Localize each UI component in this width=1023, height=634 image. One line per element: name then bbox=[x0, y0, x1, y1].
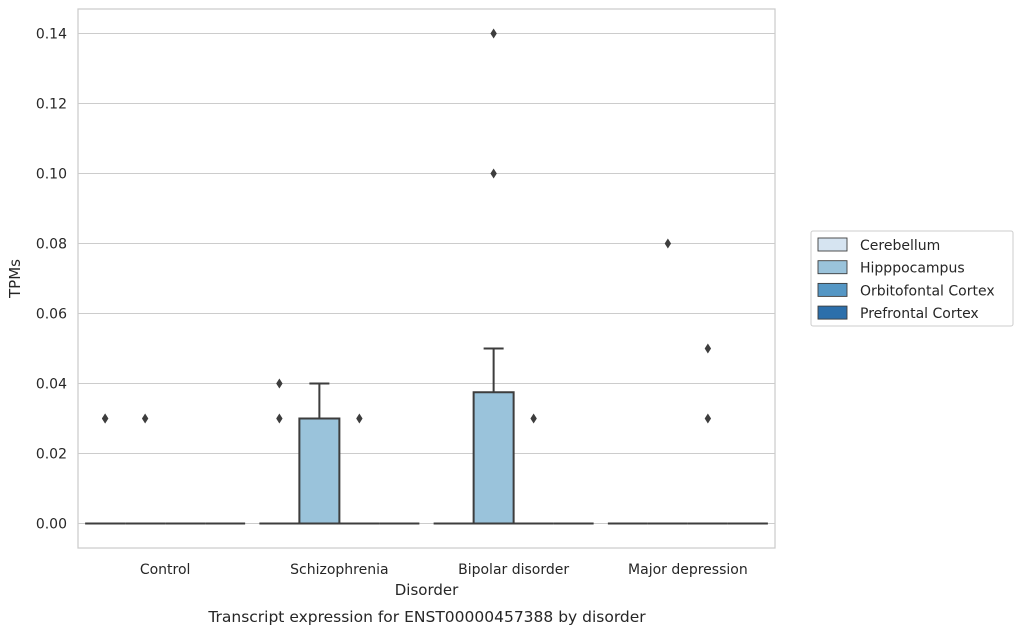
y-tick-label: 0.02 bbox=[36, 447, 67, 463]
box-orbitofontal-cortex-bipolar-disorder bbox=[513, 413, 554, 525]
y-tick-label: 0.04 bbox=[36, 377, 67, 393]
outlier-point bbox=[490, 168, 497, 179]
x-tick-label: Schizophrenia bbox=[290, 562, 388, 578]
gridlines bbox=[78, 32, 775, 525]
x-tick-label: Bipolar disorder bbox=[458, 562, 569, 578]
legend-frame bbox=[810, 230, 1014, 327]
box-cerebellum-control bbox=[85, 413, 126, 525]
y-axis-label: TPMs bbox=[6, 259, 24, 299]
box-body bbox=[472, 391, 515, 525]
legend-swatch bbox=[817, 237, 848, 252]
legend-label: Cerebellum bbox=[860, 238, 940, 254]
outlier-point bbox=[276, 413, 283, 424]
outlier-point bbox=[704, 343, 712, 354]
outlier-point bbox=[530, 413, 537, 424]
y-tick-label: 0.12 bbox=[36, 97, 67, 113]
outlier-point bbox=[664, 238, 672, 249]
legend: Cerebellum Hipppocampus Orbitofontal Corte… bbox=[810, 230, 1014, 327]
x-tick-label: Major depression bbox=[628, 562, 748, 578]
chart-caption: Transcript expression for ENST0000045738… bbox=[207, 608, 646, 626]
plot-area-frame bbox=[77, 8, 776, 549]
box-body bbox=[298, 417, 341, 525]
x-tick-labels: Control Schizophrenia Bipolar disorder Majo… bbox=[140, 562, 748, 578]
x-tick-label: Control bbox=[140, 562, 191, 578]
boxes bbox=[85, 28, 768, 525]
outlier-point bbox=[490, 28, 497, 39]
outlier-point bbox=[101, 413, 109, 424]
outlier-point bbox=[276, 378, 283, 389]
box-hipppocampus-major-depression bbox=[647, 238, 688, 525]
box-orbitofontal-cortex-schizophrenia bbox=[339, 413, 380, 525]
box-hipppocampus-bipolar-disorder bbox=[472, 28, 515, 525]
legend-swatch bbox=[817, 305, 848, 320]
y-tick-label: 0.06 bbox=[36, 307, 67, 323]
y-tick-label: 0.14 bbox=[36, 27, 67, 43]
box-hipppocampus-schizophrenia bbox=[298, 382, 341, 525]
box-cerebellum-schizophrenia bbox=[259, 378, 300, 525]
legend-swatch bbox=[817, 282, 848, 297]
legend-label: Orbitofontal Cortex bbox=[860, 283, 995, 299]
box-hipppocampus-control bbox=[125, 413, 166, 525]
x-axis-label: Disorder bbox=[395, 581, 459, 599]
legend-label: Hipppocampus bbox=[860, 261, 965, 277]
outlier-point bbox=[704, 413, 712, 424]
y-tick-label: 0.00 bbox=[36, 517, 67, 533]
box-orbitofontal-cortex-major-depression bbox=[687, 343, 728, 525]
y-tick-labels: 0.00 0.02 0.04 0.06 0.08 0.10 0.12 0.14 bbox=[36, 27, 67, 533]
legend-swatch bbox=[817, 260, 848, 275]
outlier-point bbox=[356, 413, 363, 424]
outlier-point bbox=[141, 413, 149, 424]
y-tick-label: 0.08 bbox=[36, 237, 67, 253]
legend-label: Prefrontal Cortex bbox=[860, 306, 979, 322]
y-tick-label: 0.10 bbox=[36, 167, 67, 183]
